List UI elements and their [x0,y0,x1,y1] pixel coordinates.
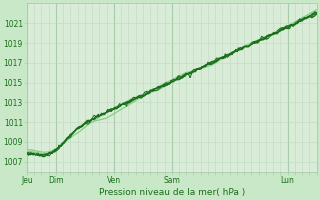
X-axis label: Pression niveau de la mer( hPa ): Pression niveau de la mer( hPa ) [99,188,245,197]
